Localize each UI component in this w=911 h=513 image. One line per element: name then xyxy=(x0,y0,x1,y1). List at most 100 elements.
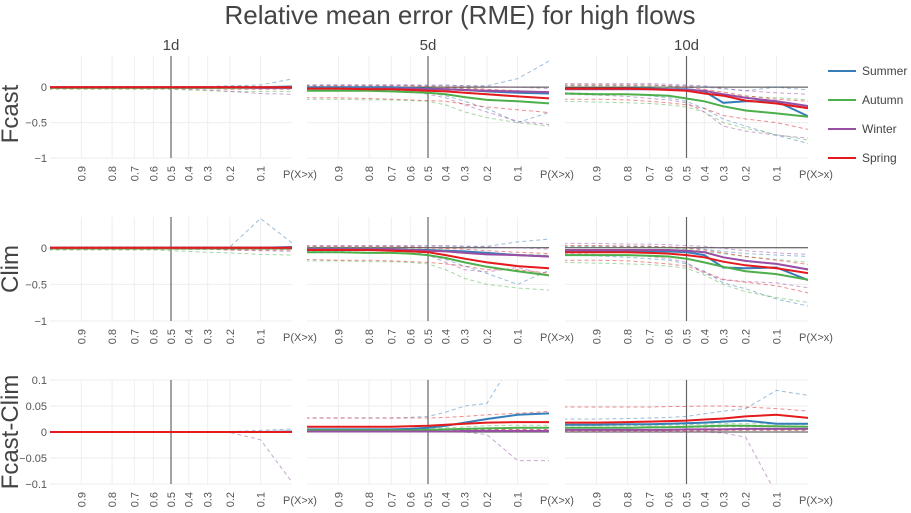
series-summer-lower xyxy=(565,92,808,144)
x-tick-label: 0.3 xyxy=(203,492,215,507)
x-tick-label: 0.6 xyxy=(148,492,160,507)
series-summer-upper xyxy=(307,60,549,87)
x-tick-label: 0.2 xyxy=(482,329,494,344)
series-spring-lower xyxy=(307,259,549,274)
x-tick-label: 0.7 xyxy=(129,329,141,344)
series-spring-median xyxy=(307,249,549,270)
x-tick-label: 0.7 xyxy=(129,166,141,181)
legend-label: Summer xyxy=(862,64,907,78)
x-tick-label: 0.7 xyxy=(386,329,398,344)
y-tick-label: 0.05 xyxy=(26,401,47,413)
series-summer-median xyxy=(565,419,808,426)
series-group xyxy=(565,242,808,307)
x-tick-label: 0.8 xyxy=(107,166,119,181)
series-spring-median xyxy=(565,413,808,424)
x-tick-label: 0.9 xyxy=(333,166,345,181)
series-autumn-median xyxy=(565,254,808,281)
x-tick-label: 0.4 xyxy=(699,166,711,181)
series-winter-upper xyxy=(307,245,549,250)
row-label-fcast: Fcast xyxy=(0,84,24,143)
x-tick-label: 0.7 xyxy=(129,492,141,507)
series-winter-upper xyxy=(307,84,549,90)
series-spring-lower xyxy=(565,429,808,432)
x-tick-label: 0.1 xyxy=(513,329,525,344)
y-tick-label: −0.5 xyxy=(25,118,47,130)
x-tick-label: 0.2 xyxy=(225,492,237,507)
y-tick-label: 0.1 xyxy=(32,375,47,387)
legend[interactable]: Summer Autumn Winter Spring xyxy=(828,64,907,165)
chart-title: Relative mean error (RME) for high flows xyxy=(224,0,695,30)
series-spring-median xyxy=(307,421,549,428)
x-tick-label: 0.3 xyxy=(203,166,215,181)
x-tick-label: 0.7 xyxy=(645,492,657,507)
series-winter-lower xyxy=(307,88,549,126)
x-tick-label: 0.6 xyxy=(664,329,676,344)
y-tick-label: −0.05 xyxy=(19,453,47,465)
panel-clim-1d: 0.9 0.8 0.7 0.6 0.5 0.4 0.3 0.2 0.1 0 −0.5 −1 P(X>x) xyxy=(25,217,317,344)
x-tick-label: 0.3 xyxy=(203,329,215,344)
series-autumn-upper xyxy=(565,423,808,427)
panel-clim-10d: 0.9 0.8 0.7 0.6 0.5 0.4 0.3 0.2 0.1 P(X>x) xyxy=(565,217,833,344)
x-tick-label: 0.7 xyxy=(645,166,657,181)
x-tick-label: 0.6 xyxy=(405,492,417,507)
series-group xyxy=(307,238,549,291)
series-autumn-median xyxy=(565,424,808,429)
legend-item-summer[interactable]: Summer xyxy=(828,64,907,78)
x-tick-label: 0.4 xyxy=(184,492,196,507)
x-tick-label: 0.2 xyxy=(741,329,753,344)
series-winter-lower xyxy=(565,431,772,484)
x-tick-label: 0.9 xyxy=(591,492,603,507)
x-tick-label: 0.6 xyxy=(664,166,676,181)
x-tick-label: 0.5 xyxy=(166,329,178,344)
x-tick-label: 0.3 xyxy=(460,329,472,344)
x-tick-label: 0.2 xyxy=(225,329,237,344)
series-autumn-median xyxy=(565,92,808,118)
series-spring-median xyxy=(307,87,549,100)
x-tick-label: 0.9 xyxy=(76,166,88,181)
series-autumn-lower xyxy=(565,100,808,141)
x-tick-label: 0.7 xyxy=(386,166,398,181)
x-axis-title: P(X>x) xyxy=(540,332,574,344)
x-axis-title: P(X>x) xyxy=(283,495,317,507)
x-tick-label: 0.8 xyxy=(364,166,376,181)
x-tick-label: 0.4 xyxy=(441,329,453,344)
y-tick-label: 0 xyxy=(41,243,47,255)
legend-label: Spring xyxy=(862,151,897,165)
series-group xyxy=(50,428,292,483)
x-tick-label: 0.7 xyxy=(386,492,398,507)
x-tick-label: 0.4 xyxy=(441,492,453,507)
y-tick-label: 0 xyxy=(41,82,47,94)
x-tick-label: 0.5 xyxy=(682,329,694,344)
x-tick-label: 0.2 xyxy=(741,492,753,507)
x-tick-label: 0.9 xyxy=(76,492,88,507)
column-title-5d: 5d xyxy=(420,37,437,54)
x-tick-label: 0.6 xyxy=(405,166,417,181)
x-tick-label: 0.5 xyxy=(423,329,435,344)
legend-item-spring[interactable]: Spring xyxy=(828,151,897,165)
x-tick-label: 0.6 xyxy=(148,329,160,344)
x-tick-label: 0.5 xyxy=(682,492,694,507)
x-tick-label: 0.2 xyxy=(482,492,494,507)
series-autumn-lower xyxy=(50,88,292,92)
legend-label: Autumn xyxy=(862,93,903,107)
series-autumn-upper xyxy=(565,245,808,263)
x-tick-label: 0.3 xyxy=(460,166,472,181)
x-tick-label: 0.7 xyxy=(645,329,657,344)
series-spring-upper xyxy=(307,245,549,255)
series-autumn-lower xyxy=(50,249,292,256)
x-tick-label: 0.4 xyxy=(184,329,196,344)
series-summer-upper xyxy=(565,245,808,257)
x-tick-label: 0.5 xyxy=(423,492,435,507)
series-group xyxy=(50,78,292,95)
legend-item-autumn[interactable]: Autumn xyxy=(828,93,903,107)
y-tick-label: 0 xyxy=(41,427,47,439)
series-autumn-lower xyxy=(307,260,549,291)
series-spring-lower xyxy=(307,97,549,114)
x-tick-label: 0.2 xyxy=(225,166,237,181)
x-tick-label: 0.1 xyxy=(256,329,268,344)
series-spring-upper xyxy=(565,405,808,412)
legend-item-winter[interactable]: Winter xyxy=(828,122,897,136)
x-tick-label: 0.4 xyxy=(699,492,711,507)
x-tick-label: 0.3 xyxy=(460,492,472,507)
